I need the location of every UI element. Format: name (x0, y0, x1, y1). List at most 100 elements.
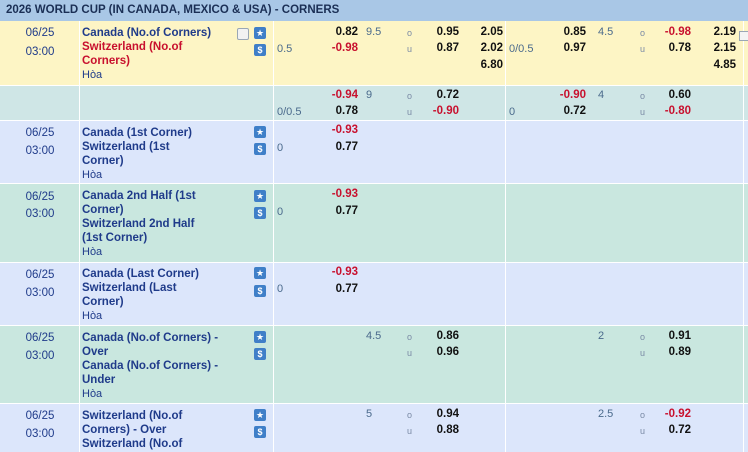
home-team[interactable]: Canada (1st Corner) (82, 127, 192, 139)
ft-ou-line: 9 (366, 89, 373, 101)
h1-under-odds[interactable]: 0.78 (668, 42, 691, 54)
ft-1x2-home[interactable]: 2.05 (480, 26, 503, 38)
hdp-home-odds[interactable]: -0.93 (331, 266, 358, 278)
ft-over-odds[interactable]: 0.86 (436, 330, 459, 342)
hdp-away-odds[interactable]: 0.77 (335, 141, 358, 153)
dollar-icon[interactable]: $ (254, 143, 266, 155)
over-label: o (640, 91, 646, 101)
match-time: 03:00 (25, 46, 55, 58)
under-label: u (407, 426, 413, 436)
draw-label: Hòa (82, 69, 103, 81)
dollar-icon[interactable]: $ (254, 285, 266, 297)
h1-under-odds[interactable]: -0.80 (664, 105, 691, 117)
draw-label: Hòa (82, 169, 103, 181)
away-team[interactable]: Canada (No.of Corners) - Under (82, 360, 219, 386)
ft-hdp-home-odds[interactable]: -0.94 (331, 89, 358, 101)
h1-1x2-home[interactable]: 2.19 (713, 26, 736, 38)
ft-ou-line: 5 (366, 408, 373, 420)
home-team[interactable]: Canada (Last Corner) (82, 268, 199, 280)
h1-over-odds[interactable]: 0.60 (668, 89, 691, 101)
star-icon[interactable]: ★ (254, 331, 266, 343)
match-row-first-corner: 06/25 03:00 Canada (1st Corner) Switzerl… (0, 121, 748, 184)
home-team[interactable]: Switzerland (No.of Corners) - Over (82, 410, 183, 436)
h1-under-odds[interactable]: 0.72 (668, 424, 691, 436)
h1-over-odds[interactable]: -0.98 (664, 26, 691, 38)
h1-hdp-away-odds[interactable]: 0.97 (563, 42, 586, 54)
home-team[interactable]: Canada (No.of Corners) - Over (82, 332, 219, 358)
away-team[interactable]: Switzerland 2nd Half (1st Corner) (82, 218, 195, 244)
ft-over-odds[interactable]: 0.72 (436, 89, 459, 101)
ft-1x2-draw[interactable]: 6.80 (480, 59, 503, 71)
h1-hdp-away-odds[interactable]: 0.72 (563, 105, 586, 117)
h1-hdp-home-odds[interactable]: -0.90 (559, 89, 586, 101)
away-team[interactable]: Switzerland (No.of Corners) (82, 41, 183, 67)
h1-1x2-draw[interactable]: 4.85 (713, 59, 736, 71)
match-row-last-corner: 06/25 03:00 Canada (Last Corner) Switzer… (0, 263, 748, 326)
over-label: o (407, 91, 413, 101)
ft-under-odds[interactable]: -0.90 (432, 105, 459, 117)
dollar-icon[interactable]: $ (254, 426, 266, 438)
match-row-canada-ou: 06/25 03:00 Canada (No.of Corners) - Ove… (0, 326, 748, 404)
ft-over-odds[interactable]: 0.94 (436, 408, 459, 420)
dollar-icon[interactable]: $ (254, 348, 266, 360)
away-team[interactable]: Switzerland (No.of (82, 438, 183, 450)
star-icon[interactable]: ★ (254, 409, 266, 421)
expand-icon[interactable] (739, 31, 748, 41)
home-team[interactable]: Canada 2nd Half (1st Corner) (82, 190, 196, 216)
h1-over-odds[interactable]: 0.91 (668, 330, 691, 342)
match-row-alt-lines: 0/0.5 -0.94 0.78 9 o u 0.72 -0.90 0 -0.9… (0, 86, 748, 121)
star-icon[interactable]: ★ (254, 267, 266, 279)
star-icon[interactable]: ★ (254, 27, 266, 39)
h1-ou-line: 2.5 (598, 408, 614, 420)
handicap: 0 (277, 283, 284, 295)
match-time: 03:00 (25, 287, 55, 299)
ft-hdp-away-odds[interactable]: -0.98 (331, 42, 358, 54)
ft-handicap: 0/0.5 (277, 106, 302, 118)
h1-handicap: 0 (509, 106, 516, 118)
hdp-away-odds[interactable]: 0.77 (335, 205, 358, 217)
ft-under-odds[interactable]: 0.96 (436, 346, 459, 358)
match-date: 06/25 (25, 27, 55, 39)
h1-ou-line: 2 (598, 330, 605, 342)
handicap: 0 (277, 206, 284, 218)
match-row-switzerland-ou: 06/25 03:00 Switzerland (No.of Corners) … (0, 404, 748, 452)
over-label: o (407, 332, 413, 342)
ft-handicap: 0.5 (277, 43, 293, 55)
hdp-home-odds[interactable]: -0.93 (331, 188, 358, 200)
dollar-icon[interactable]: $ (254, 207, 266, 219)
draw-label: Hòa (82, 246, 103, 258)
ft-under-odds[interactable]: 0.88 (436, 424, 459, 436)
match-time: 03:00 (25, 350, 55, 362)
ft-1x2-away[interactable]: 2.02 (480, 42, 503, 54)
ft-hdp-home-odds[interactable]: 0.82 (335, 26, 358, 38)
under-label: u (407, 44, 413, 54)
star-icon[interactable]: ★ (254, 190, 266, 202)
tv-icon[interactable] (237, 28, 249, 40)
away-team[interactable]: Switzerland (Last Corner) (82, 282, 177, 308)
under-label: u (407, 107, 413, 117)
dollar-icon[interactable]: $ (254, 44, 266, 56)
under-label: u (640, 426, 646, 436)
h1-over-odds[interactable]: -0.92 (664, 408, 691, 420)
handicap: 0 (277, 142, 284, 154)
star-icon[interactable]: ★ (254, 126, 266, 138)
h1-1x2-away[interactable]: 2.15 (713, 42, 736, 54)
ft-hdp-away-odds[interactable]: 0.78 (335, 105, 358, 117)
away-team[interactable]: Switzerland (1st Corner) (82, 141, 170, 167)
h1-under-odds[interactable]: 0.89 (668, 346, 691, 358)
over-label: o (640, 28, 646, 38)
h1-hdp-home-odds[interactable]: 0.85 (563, 26, 586, 38)
ft-over-odds[interactable]: 0.95 (436, 26, 459, 38)
hdp-home-odds[interactable]: -0.93 (331, 124, 358, 136)
match-time: 03:00 (25, 428, 55, 440)
ft-ou-line: 4.5 (366, 330, 382, 342)
home-team[interactable]: Canada (No.of Corners) (82, 27, 212, 39)
ft-under-odds[interactable]: 0.87 (436, 42, 459, 54)
match-date: 06/25 (25, 127, 55, 139)
match-row-second-half-first-corner: 06/25 03:00 Canada 2nd Half (1st Corner)… (0, 184, 748, 263)
draw-label: Hòa (82, 388, 103, 400)
match-date: 06/25 (25, 332, 55, 344)
hdp-away-odds[interactable]: 0.77 (335, 283, 358, 295)
h1-ou-line: 4 (598, 89, 605, 101)
draw-label: Hòa (82, 310, 103, 322)
